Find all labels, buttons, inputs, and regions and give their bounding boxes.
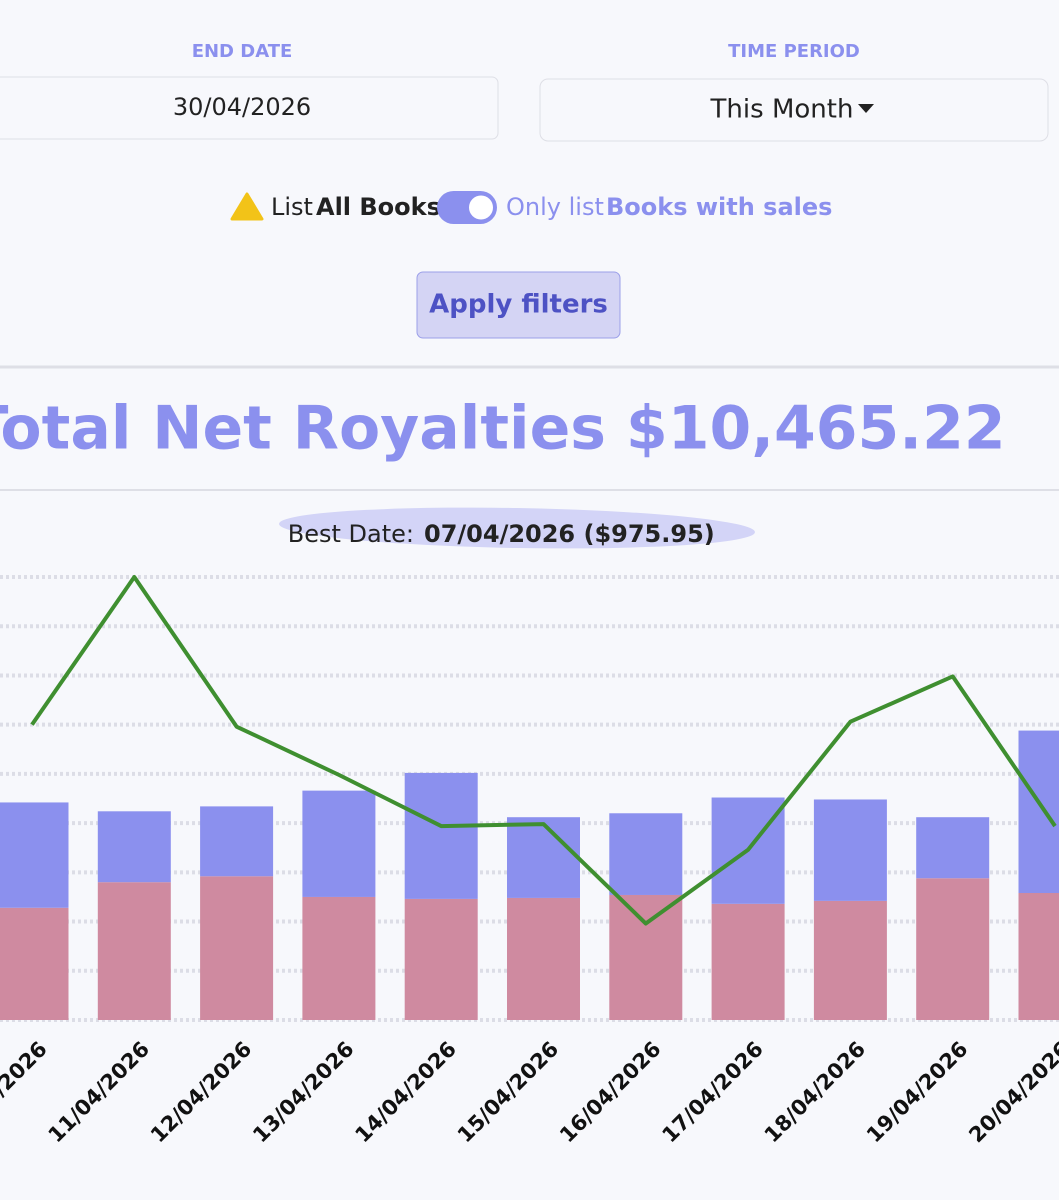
time-period-value: This Month (710, 95, 854, 125)
caret (858, 104, 874, 113)
line (30, 575, 1057, 926)
apply-button-label: Apply filters (429, 290, 608, 320)
bar-segment (97, 811, 171, 883)
toggle-right-prefix: Only list (506, 193, 604, 221)
x-tick-label: 15/04/2026 (453, 1037, 563, 1147)
bar-segment (1018, 893, 1059, 1020)
bar-segment (302, 896, 376, 1020)
apply-button[interactable] (416, 271, 621, 339)
x-tick-label: 12/04/2026 (146, 1037, 256, 1147)
bar-segment (404, 772, 478, 899)
end-date-input[interactable] (0, 76, 499, 140)
bar-segment (609, 813, 683, 895)
x-tick-label: 17/04/2026 (657, 1037, 767, 1147)
bar-segment (813, 799, 887, 901)
best-date-value: 07/04/2026 ($975.95) (424, 520, 715, 548)
chart: 10/04/202611/04/202612/04/202613/04/2026… (0, 575, 1059, 1147)
bar-segment (813, 900, 887, 1020)
x-tick-label: 18/04/2026 (760, 1037, 870, 1147)
bar-segment (200, 876, 274, 1020)
highlight (279, 507, 755, 549)
bar-segment (0, 907, 69, 1020)
summary-title: Total Net Royalties (0, 394, 606, 464)
x-tick-label: 16/04/2026 (555, 1037, 665, 1147)
bar-segment (302, 790, 376, 897)
bar-segment (507, 817, 580, 898)
best-date-label: Best Date: (288, 520, 414, 548)
time-period-label: TIME PERIOD (728, 41, 860, 62)
x-tick-label: 14/04/2026 (351, 1037, 461, 1147)
time-period-select[interactable] (539, 78, 1049, 142)
x-tick-label: 20/04/2026 (964, 1037, 1059, 1147)
bar-segment (916, 817, 990, 879)
bar-segment (0, 802, 69, 908)
x-tick-label: 19/04/2026 (862, 1037, 972, 1147)
bar-segment (609, 894, 683, 1020)
end-date-value: 30/04/2026 (173, 93, 311, 121)
bar-segment (1018, 730, 1059, 894)
toggle-left-prefix: List (271, 193, 313, 221)
summary-amount: $10,465.22 (626, 394, 1006, 464)
toggle-knob (469, 195, 493, 220)
x-tick-label: 11/04/2026 (44, 1037, 154, 1147)
bar-segment (404, 898, 478, 1020)
x-tick-label: 13/04/2026 (248, 1037, 358, 1147)
bar-segment (711, 903, 785, 1020)
toggle-right-bold: Books with sales (606, 193, 832, 221)
bar-segment (97, 882, 171, 1020)
bar-segment (507, 897, 580, 1020)
warning-icon (230, 192, 264, 221)
bar-segment (916, 878, 990, 1020)
toggle-left-bold: All Books (316, 193, 441, 221)
bar-segment (200, 806, 274, 877)
end-date-label: END DATE (192, 41, 293, 62)
